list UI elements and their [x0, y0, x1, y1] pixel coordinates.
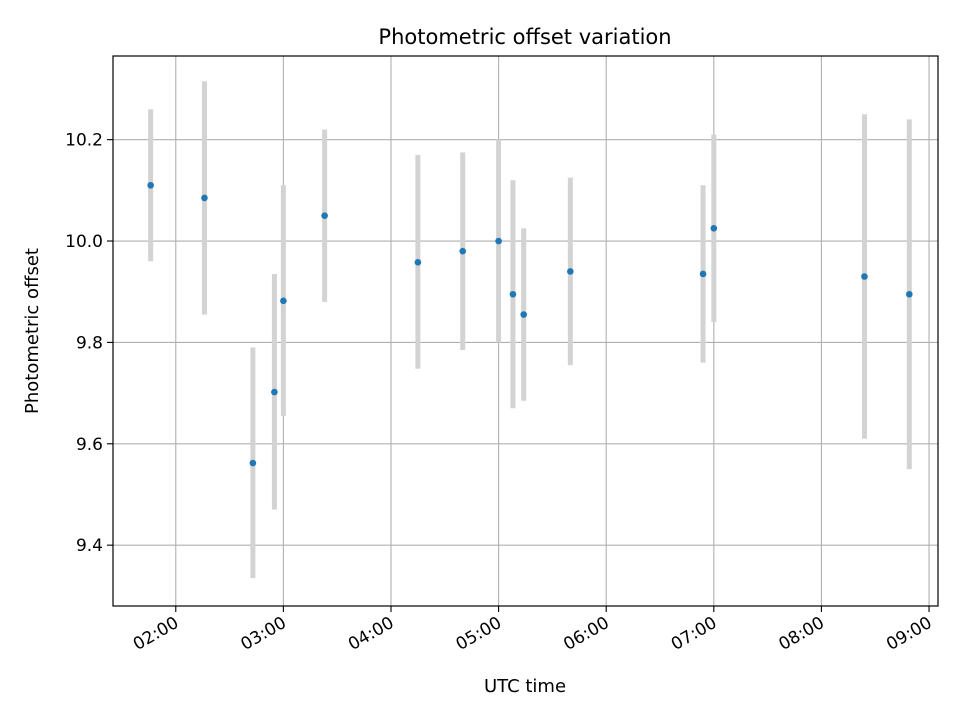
data-point [271, 388, 278, 396]
y-axis-label: Photometric offset [22, 248, 43, 414]
y-tick-label: 10.0 [65, 232, 103, 252]
data-point [321, 212, 328, 219]
data-point [249, 459, 257, 467]
data-point [280, 297, 287, 305]
y-tick-label: 9.8 [76, 333, 103, 353]
y-tick-label: 10.2 [65, 131, 103, 151]
y-tick-label: 9.6 [76, 435, 103, 455]
data-point [520, 311, 528, 318]
data-point [459, 247, 467, 255]
data-point [509, 290, 517, 298]
plot-frame [112, 55, 939, 607]
data-point [147, 181, 154, 189]
data-point [495, 237, 502, 245]
data-points [147, 181, 913, 467]
chart-title: Photometric offset variation [378, 25, 671, 49]
data-point [906, 290, 913, 298]
data-point [861, 273, 868, 280]
x-axis-label: UTC time [484, 676, 566, 697]
data-point [567, 268, 574, 275]
data-point [699, 270, 707, 278]
y-tick-label: 9.4 [76, 536, 103, 556]
data-point [414, 259, 422, 266]
data-point [201, 194, 208, 202]
data-point [710, 225, 718, 232]
